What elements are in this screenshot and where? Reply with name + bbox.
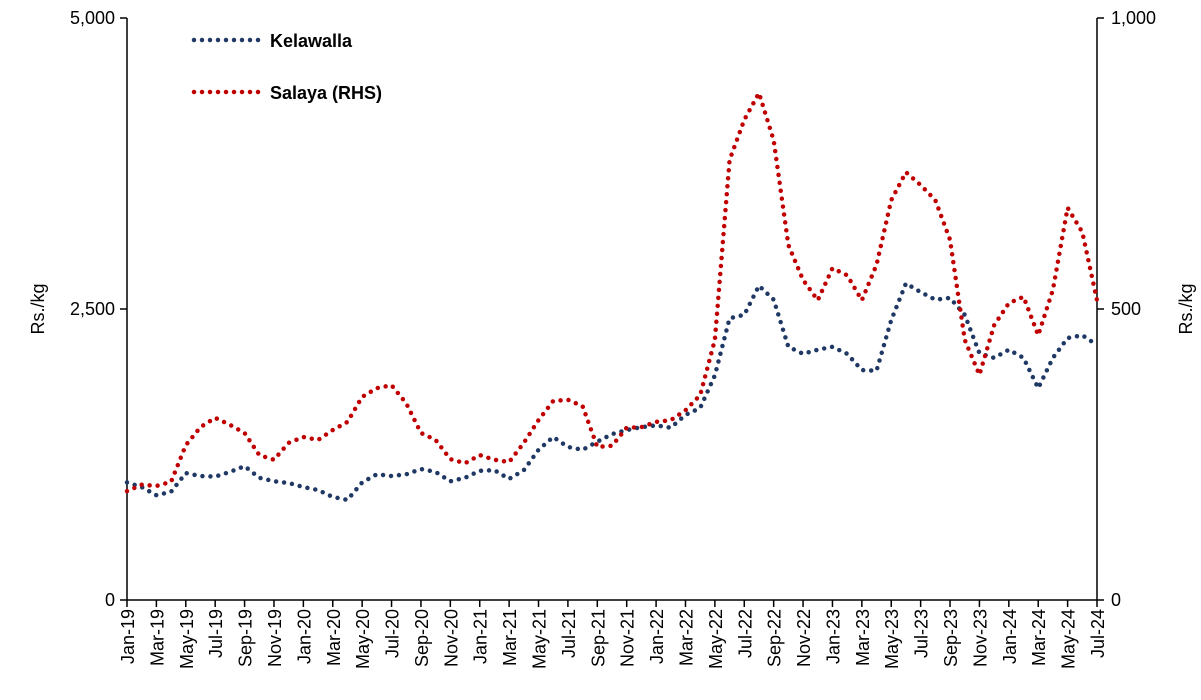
x-tick-label: Jul-21 [559, 609, 579, 658]
x-tick-label: Mar-21 [500, 609, 520, 666]
x-tick-label: Mar-20 [324, 609, 344, 666]
legend-label: Kelawalla [270, 31, 353, 51]
x-tick-label: May-19 [177, 609, 197, 669]
x-tick-label: Jan-21 [471, 609, 491, 664]
x-tick-label: Sep-21 [588, 609, 608, 667]
x-tick-label: Jan-22 [647, 609, 667, 664]
x-tick-label: May-22 [706, 609, 726, 669]
y2-tick-label: 1,000 [1111, 8, 1156, 28]
x-tick-label: Mar-22 [676, 609, 696, 666]
x-tick-label: Mar-23 [853, 609, 873, 666]
x-tick-label: Jan-24 [1000, 609, 1020, 664]
x-tick-label: May-24 [1059, 609, 1079, 669]
x-tick-label: Nov-20 [441, 609, 461, 667]
x-tick-label: Sep-23 [941, 609, 961, 667]
x-tick-label: Jan-19 [118, 609, 138, 664]
y-tick-label: 2,500 [70, 299, 115, 319]
x-tick-label: May-20 [353, 609, 373, 669]
x-tick-label: Jul-22 [735, 609, 755, 658]
x-tick-label: Nov-19 [265, 609, 285, 667]
y2-tick-label: 0 [1111, 590, 1121, 610]
y-axis-label: Rs./kg [28, 283, 48, 334]
x-tick-label: May-23 [882, 609, 902, 669]
x-tick-label: Nov-22 [794, 609, 814, 667]
series-line [124, 280, 1100, 503]
x-tick-label: Mar-24 [1029, 609, 1049, 666]
x-tick-label: Jan-23 [823, 609, 843, 664]
x-tick-label: May-21 [530, 609, 550, 669]
y-tick-label: 0 [105, 590, 115, 610]
x-tick-label: Sep-20 [412, 609, 432, 667]
x-tick-label: Jul-24 [1088, 609, 1108, 658]
x-tick-label: Nov-23 [970, 609, 990, 667]
y2-tick-label: 500 [1111, 299, 1141, 319]
series-line [124, 87, 1100, 494]
y-tick-label: 5,000 [70, 8, 115, 28]
x-tick-label: Jul-19 [206, 609, 226, 658]
y2-axis-label: Rs./kg [1176, 283, 1196, 334]
x-tick-label: Jul-23 [912, 609, 932, 658]
x-tick-label: Jan-20 [294, 609, 314, 664]
x-tick-label: Nov-21 [618, 609, 638, 667]
x-tick-label: Jul-20 [383, 609, 403, 658]
x-tick-label: Mar-19 [147, 609, 167, 666]
x-tick-label: Sep-22 [765, 609, 785, 667]
x-tick-label: Sep-19 [236, 609, 256, 667]
legend-label: Salaya (RHS) [270, 83, 382, 103]
